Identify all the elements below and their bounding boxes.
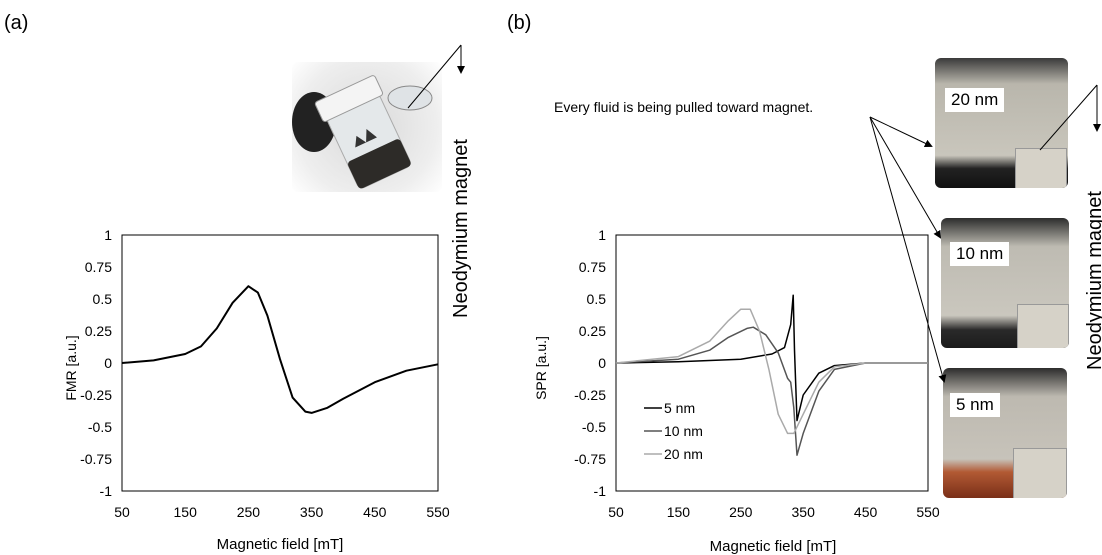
x-tick-label: 250 (729, 504, 753, 520)
vial-photo-20nm (935, 58, 1068, 188)
y-tick-label: 0.5 (587, 291, 607, 307)
spr-chart: SPR [a.u.] Magnetic field [mT] 1 0.75 0.5 0… (533, 227, 940, 555)
panel-b-label: (b) (507, 12, 532, 34)
y-tick-label: -0.75 (80, 451, 112, 467)
panel-a-label: (a) (4, 12, 29, 34)
series-line-10nm (615, 326, 928, 456)
vial-fluid (348, 139, 411, 189)
y-tick-label: 0 (104, 355, 112, 371)
magnet-disc (387, 85, 433, 111)
x-tick-label: 550 (426, 504, 450, 520)
fmr-chart: FMR [a.u.] Magnetic field [mT] 1 0.75 0.5 0… (63, 227, 450, 553)
x-tick-label: 250 (237, 504, 261, 520)
x-axis-label: Magnetic field [mT] (710, 538, 837, 555)
y-tick-label: 0.75 (579, 259, 606, 275)
ferrofluid-vial-photo (292, 62, 442, 192)
x-tick-label: 50 (114, 504, 130, 520)
vial-cap (314, 75, 384, 122)
photo-label-5nm: 5 nm (950, 393, 1000, 417)
series-line-5nm (615, 294, 928, 422)
y-tick-label: 0.25 (85, 323, 112, 339)
y-tick-label: -1 (100, 483, 113, 499)
fluid-spikes (355, 129, 377, 148)
pull-arrow-10nm (869, 116, 942, 239)
x-tick-label: 450 (854, 504, 878, 520)
legend-label: 10 nm (664, 423, 703, 439)
photo-label-20nm: 20 nm (945, 88, 1005, 112)
y-tick-label: 0.5 (93, 291, 113, 307)
y-tick-label: -0.5 (582, 419, 606, 435)
y-tick-label: 0 (598, 355, 606, 371)
series-line-20nm (615, 308, 928, 435)
y-tick-label: -0.25 (574, 387, 606, 403)
x-tick-label: 50 (608, 504, 624, 520)
y-tick-label: -0.5 (88, 419, 112, 435)
y-tick-label: -0.75 (574, 451, 606, 467)
pull-annotation: Every fluid is being pulled toward magne… (554, 99, 814, 115)
x-tick-label: 450 (363, 504, 387, 520)
y-axis-label: FMR [a.u.] (63, 335, 79, 400)
x-tick-label: 150 (667, 504, 691, 520)
magnet-label-b: Neodymium magnet (1084, 191, 1102, 370)
y-axis-label: SPR [a.u.] (533, 336, 549, 400)
series-line (121, 285, 439, 414)
magnet-block (1017, 304, 1069, 348)
x-tick-label: 150 (174, 504, 198, 520)
y-tick-label: 0.75 (85, 259, 112, 275)
magnet-block (1015, 148, 1067, 188)
pull-arrow-20nm (869, 116, 933, 148)
y-tick-label: 1 (598, 227, 606, 243)
y-tick-label: 0.25 (579, 323, 606, 339)
x-axis-label: Magnetic field [mT] (217, 536, 344, 553)
x-tick-label: 550 (916, 504, 940, 520)
vial-photo-5nm (943, 368, 1067, 498)
vial-photo-10nm (941, 218, 1069, 348)
y-tick-label: -1 (594, 483, 607, 499)
plot-frame (121, 234, 439, 492)
magnet-block (1013, 448, 1067, 498)
x-tick-label: 350 (792, 504, 816, 520)
y-tick-label: -0.25 (80, 387, 112, 403)
legend-label: 20 nm (664, 446, 703, 462)
x-tick-label: 350 (300, 504, 324, 520)
photo-label-10nm: 10 nm (950, 242, 1010, 266)
legend-label: 5 nm (664, 400, 695, 416)
y-tick-label: 1 (104, 227, 112, 243)
